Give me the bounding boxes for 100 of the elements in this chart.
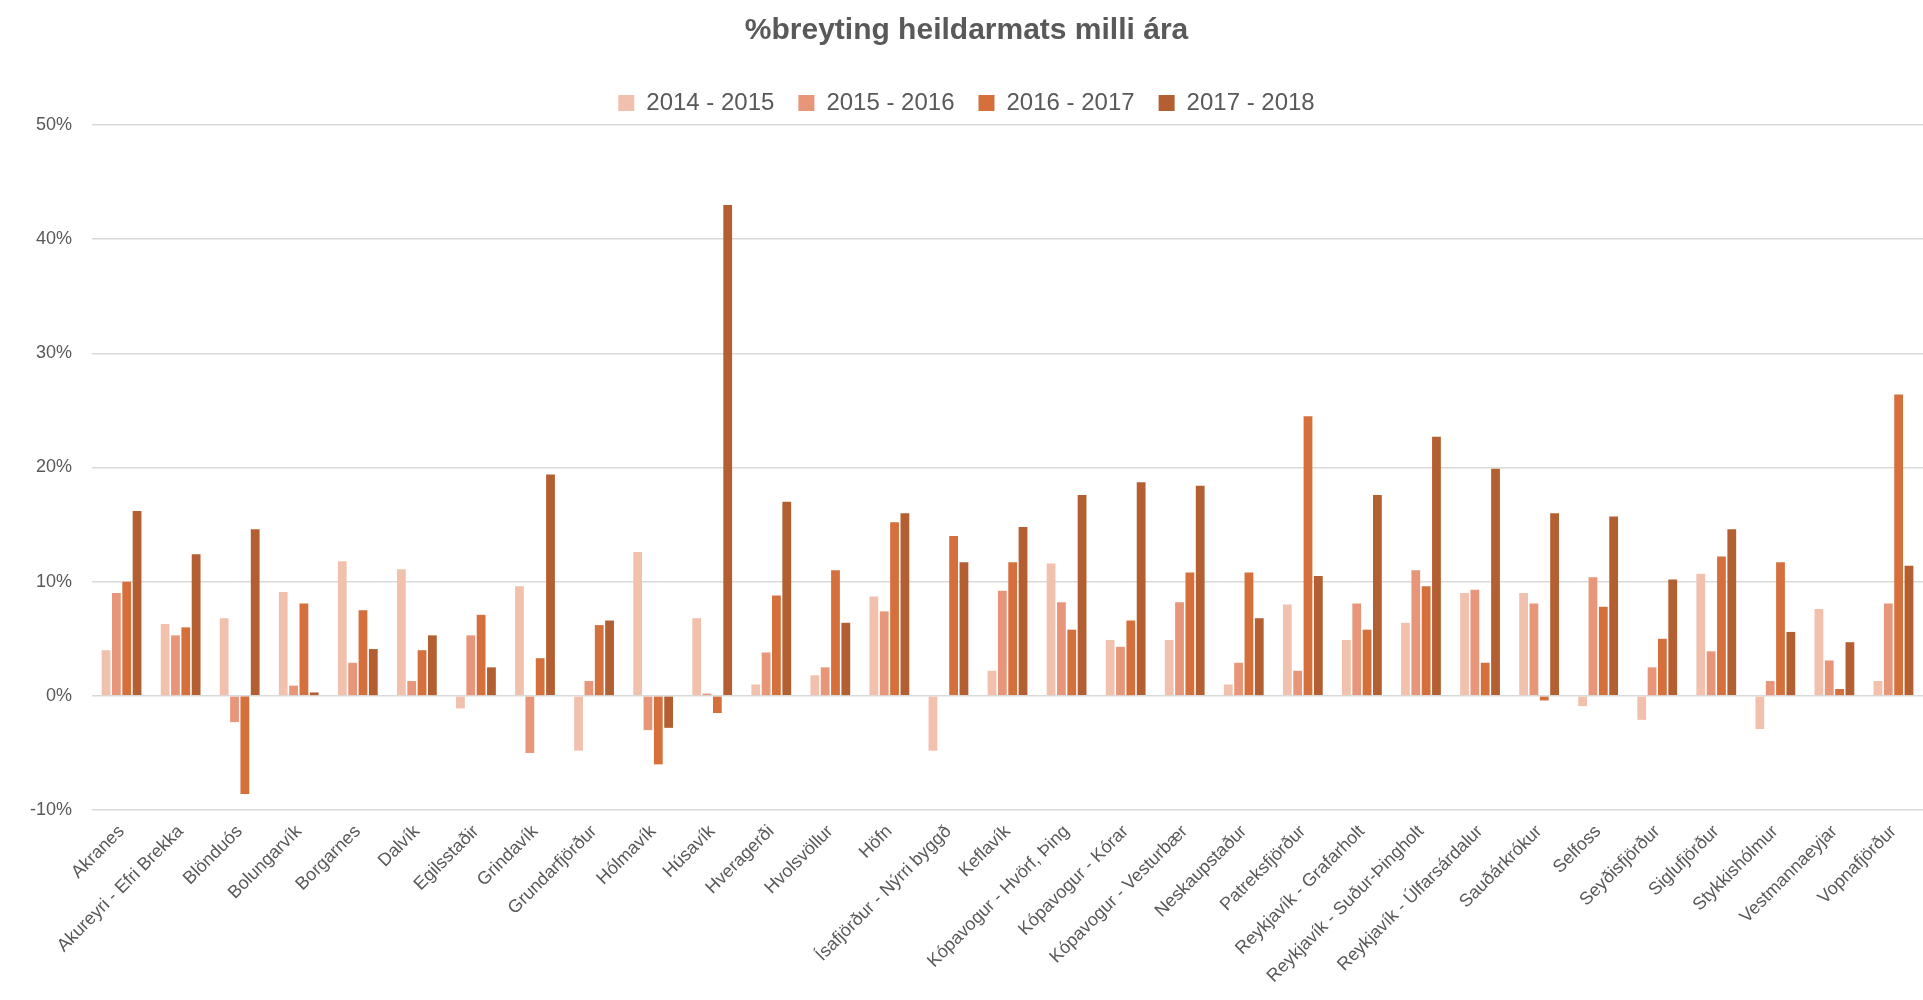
bar	[1609, 516, 1619, 696]
legend-label: 2017 - 2018	[1186, 87, 1315, 115]
bar	[664, 696, 674, 728]
bar	[348, 662, 358, 696]
bar	[1814, 609, 1824, 696]
bar	[949, 536, 959, 696]
bar	[928, 696, 938, 751]
bar	[1519, 593, 1528, 696]
bar	[309, 692, 319, 696]
bar	[959, 562, 969, 696]
bar	[1244, 572, 1254, 696]
bar	[1105, 639, 1115, 696]
bar	[101, 650, 111, 696]
bar	[230, 696, 239, 723]
bar	[1018, 526, 1028, 696]
bar	[250, 529, 260, 696]
bar	[1057, 602, 1066, 696]
bar	[584, 681, 594, 696]
bar	[890, 522, 899, 696]
bar	[1421, 586, 1431, 696]
bar	[879, 611, 889, 696]
bar	[869, 596, 879, 696]
bar	[181, 627, 191, 696]
bar	[1254, 618, 1264, 696]
bar	[1835, 689, 1844, 696]
bar	[1195, 485, 1205, 696]
bar	[1223, 684, 1233, 696]
bar	[427, 635, 437, 696]
bar	[1470, 589, 1480, 696]
bar	[456, 696, 465, 709]
chart-title: %breyting heildarmats milli ára	[744, 12, 1189, 46]
bar	[1647, 667, 1657, 696]
bar	[1598, 606, 1608, 696]
bar	[278, 591, 288, 696]
bar	[1293, 670, 1303, 696]
bar	[1008, 562, 1018, 696]
bar	[1776, 562, 1785, 696]
bar	[1668, 579, 1678, 696]
bar	[1234, 662, 1243, 696]
bar	[1491, 468, 1500, 696]
y-tick-label: 20%	[35, 456, 73, 477]
bar	[111, 593, 121, 696]
bar	[289, 685, 298, 696]
y-tick-label: 0%	[46, 684, 73, 705]
bar	[1067, 629, 1077, 696]
bar	[1717, 556, 1726, 696]
bar	[1411, 570, 1421, 696]
bar	[841, 622, 851, 696]
bar	[820, 667, 830, 696]
bar	[810, 675, 820, 696]
bar	[1883, 603, 1893, 696]
bar	[712, 696, 722, 713]
bar	[546, 474, 555, 696]
bar	[900, 513, 910, 696]
y-tick-label: 30%	[35, 342, 73, 363]
bar	[160, 623, 170, 696]
bar	[751, 684, 761, 696]
bar	[1046, 563, 1056, 696]
bar	[337, 561, 347, 696]
bar	[987, 670, 997, 696]
bar	[653, 696, 663, 765]
legend-label: 2016 - 2017	[1006, 87, 1135, 115]
bar	[1136, 482, 1146, 696]
bar	[1873, 681, 1883, 696]
bar	[1480, 662, 1490, 696]
bar	[1175, 602, 1184, 696]
y-tick-label: -10%	[29, 799, 73, 820]
bar	[831, 570, 840, 696]
bar	[1824, 660, 1834, 696]
bar	[122, 581, 132, 696]
bar	[219, 618, 229, 696]
bar	[1755, 696, 1765, 729]
bar	[525, 696, 535, 753]
bar	[1432, 436, 1441, 696]
bar	[515, 586, 524, 696]
bar	[466, 635, 476, 696]
bar	[1303, 416, 1313, 696]
bar	[1077, 494, 1087, 696]
bar	[692, 618, 702, 696]
legend-label: 2015 - 2016	[826, 87, 955, 115]
bar	[1362, 629, 1372, 696]
bar	[1282, 604, 1292, 696]
bar	[1164, 639, 1174, 696]
bar	[1352, 603, 1362, 696]
bar	[171, 635, 180, 696]
bar	[772, 595, 781, 696]
bar	[643, 696, 653, 731]
bar	[997, 590, 1007, 696]
bar	[1657, 638, 1667, 696]
bar	[574, 696, 583, 751]
bar	[487, 667, 496, 696]
bar	[1786, 631, 1796, 696]
bar	[1342, 639, 1351, 696]
bar	[1529, 603, 1539, 696]
bar	[1845, 642, 1855, 696]
bar	[476, 614, 486, 696]
bar	[240, 696, 250, 795]
bar	[407, 681, 417, 696]
bar	[605, 620, 614, 696]
bar	[1116, 646, 1125, 696]
